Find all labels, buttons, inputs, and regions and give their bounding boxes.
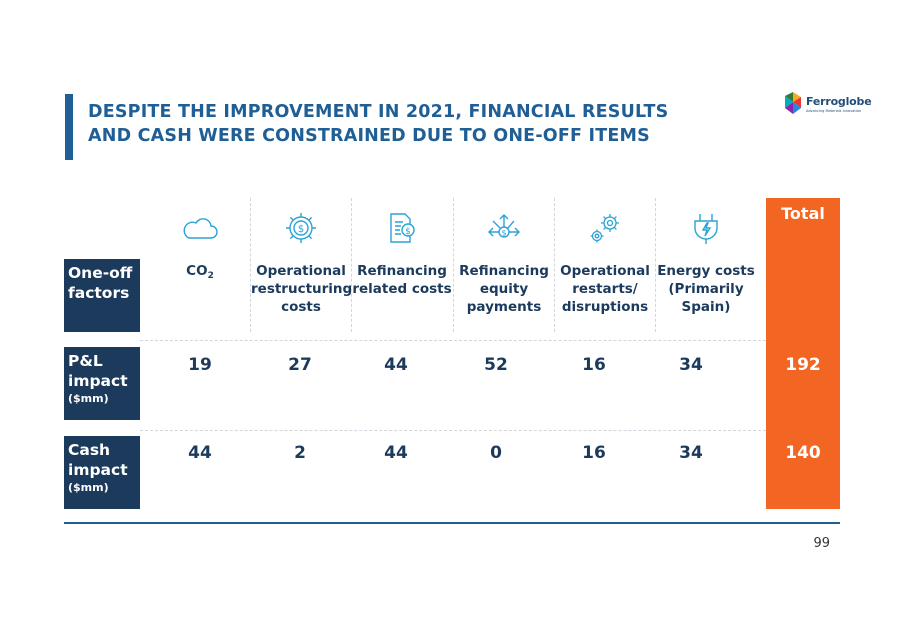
pl-value-energy: 34 — [679, 355, 703, 375]
dollar-arrows-icon: $ — [488, 214, 520, 238]
slide-title: DESPITE THE IMPROVEMENT IN 2021, FINANCI… — [88, 102, 669, 146]
svg-text:$: $ — [298, 224, 304, 235]
cash-value-refinancing-costs: 44 — [384, 443, 408, 463]
column-equity-payments: $ Refinancing equity payments — [453, 198, 554, 332]
pl-value-restarts: 16 — [582, 355, 606, 375]
cash-value-restructuring: 2 — [294, 443, 306, 463]
row-divider — [140, 340, 766, 341]
pl-value-co2: 19 — [188, 355, 212, 375]
pl-value-equity-payments: 52 — [484, 355, 508, 375]
total-pl-value: 192 — [785, 355, 821, 375]
column-restarts: Operational restarts/ disruptions — [554, 198, 655, 332]
cloud-icon — [183, 218, 218, 239]
column-co2-label: CO2 — [150, 262, 250, 285]
row-divider — [140, 430, 766, 431]
column-restarts-label: Operational restarts/ disruptions — [560, 263, 650, 315]
pl-value-restructuring: 27 — [288, 355, 312, 375]
svg-text:$: $ — [405, 227, 411, 237]
document-dollar-icon: $ — [390, 213, 415, 243]
row-label-pl-unit: ($mm) — [68, 392, 109, 405]
total-column: Total 192 140 — [766, 198, 840, 509]
co2-subscript: 2 — [207, 271, 214, 281]
svg-text:$: $ — [501, 229, 506, 238]
column-co2: CO2 — [150, 198, 250, 332]
cash-value-energy: 34 — [679, 443, 703, 463]
logo-tagline: Advancing Materials Innovation — [806, 109, 862, 113]
title-accent-bar — [65, 94, 73, 160]
total-label: Total — [781, 204, 825, 223]
co2-text: CO — [186, 263, 208, 279]
row-label-factors-text: One-off factors — [68, 264, 133, 302]
column-restructuring-label: Operational restructuring costs — [251, 263, 353, 315]
gear-dollar-icon: $ — [286, 213, 316, 243]
column-energy-label: Energy costs (Primarily Spain) — [657, 263, 755, 315]
row-label-factors: One-off factors — [64, 259, 140, 332]
gears-icon — [590, 214, 619, 243]
cash-value-restarts: 16 — [582, 443, 606, 463]
cash-value-equity-payments: 0 — [490, 443, 502, 463]
footer-rule — [64, 522, 840, 524]
row-label-cash-text: Cash impact — [68, 441, 128, 479]
row-label-cash-unit: ($mm) — [68, 481, 109, 494]
logo-mark-icon — [785, 92, 801, 114]
total-cash-value: 140 — [785, 443, 821, 463]
column-equity-payments-label: Refinancing equity payments — [459, 263, 549, 315]
column-refinancing-costs-label: Refinancing related costs — [352, 263, 452, 297]
page-number: 99 — [813, 536, 830, 551]
row-label-pl: P&L impact ($mm) — [64, 347, 140, 420]
row-label-cash: Cash impact ($mm) — [64, 436, 140, 509]
pl-value-refinancing-costs: 44 — [384, 355, 408, 375]
column-refinancing-costs: $ Refinancing related costs — [351, 198, 452, 332]
logo-name: Ferroglobe — [806, 95, 872, 108]
column-restructuring: $ Operational restructuring costs — [250, 198, 353, 332]
row-label-pl-text: P&L impact — [68, 352, 128, 390]
column-energy: Energy costs (Primarily Spain) — [655, 198, 756, 332]
plug-icon — [694, 214, 718, 244]
cash-value-co2: 44 — [188, 443, 212, 463]
ferroglobe-logo: Ferroglobe Advancing Materials Innovatio… — [783, 92, 883, 122]
